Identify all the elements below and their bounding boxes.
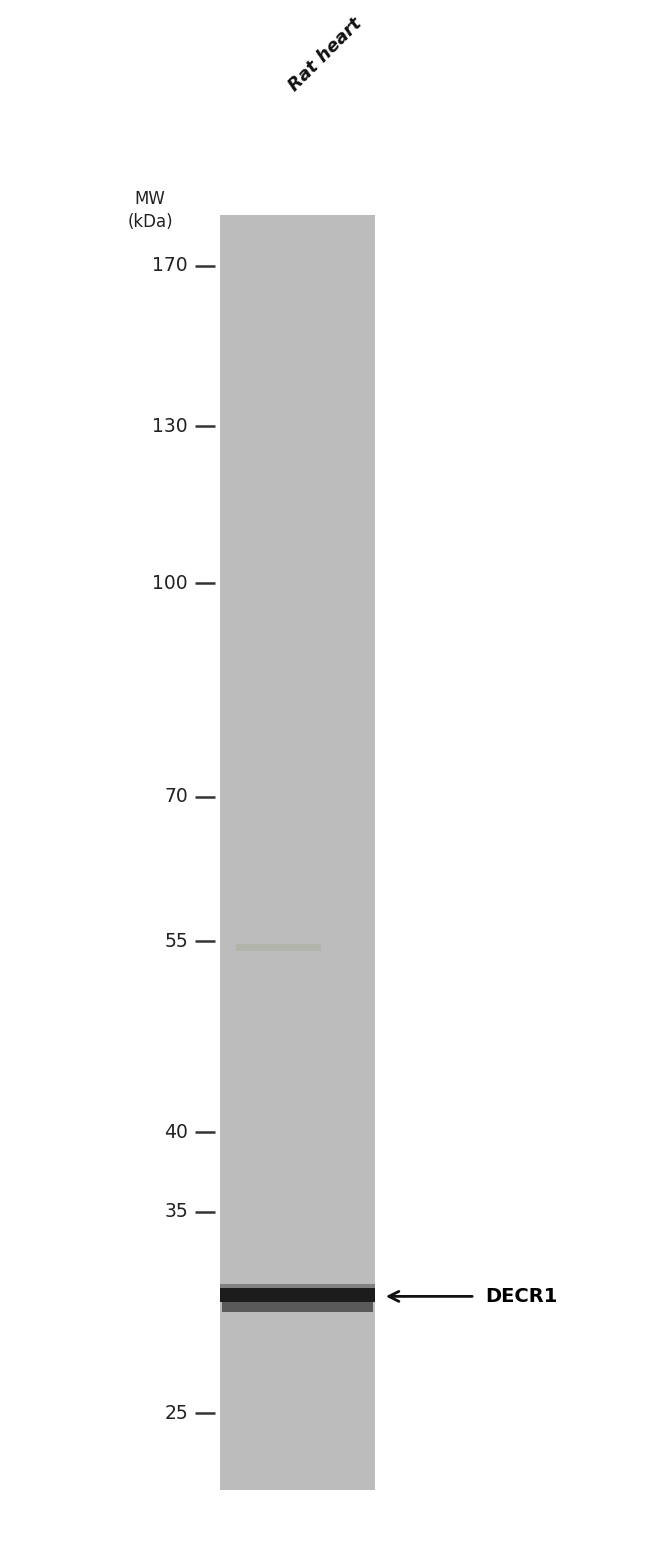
Text: 170: 170 — [152, 256, 188, 274]
Bar — [220, 1289, 375, 1303]
Bar — [220, 1284, 375, 1289]
Text: 130: 130 — [152, 416, 188, 436]
Text: DECR1: DECR1 — [485, 1288, 558, 1306]
Text: MW
(kDa): MW (kDa) — [127, 190, 173, 231]
Text: Rat heart: Rat heart — [285, 15, 365, 96]
Text: 35: 35 — [164, 1203, 188, 1221]
Bar — [222, 1303, 373, 1312]
Text: 40: 40 — [164, 1123, 188, 1141]
Text: 55: 55 — [164, 931, 188, 951]
Bar — [235, 944, 320, 951]
Text: 70: 70 — [164, 788, 188, 806]
Text: 25: 25 — [164, 1403, 188, 1423]
Bar — [220, 214, 375, 1490]
Text: 100: 100 — [152, 574, 188, 592]
